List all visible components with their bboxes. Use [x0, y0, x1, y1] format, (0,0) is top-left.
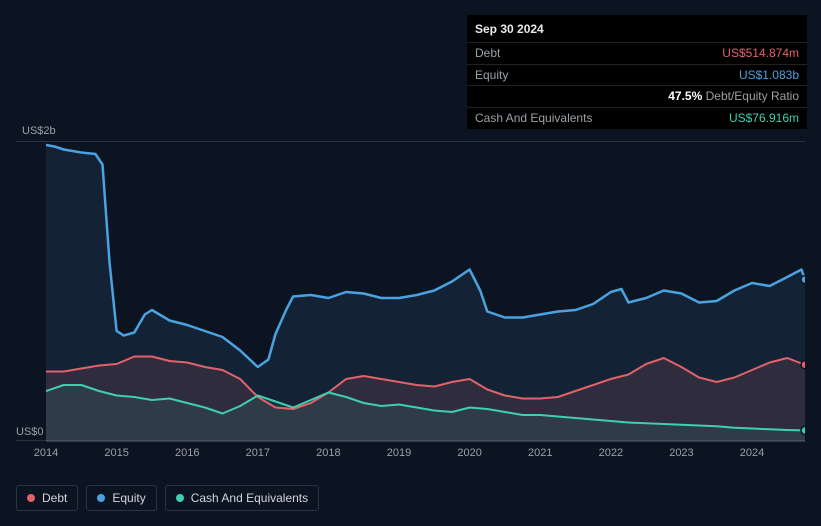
chart-svg [46, 142, 805, 442]
x-axis-tick: 2022 [599, 447, 623, 459]
tooltip-row: 47.5% Debt/Equity Ratio [467, 85, 807, 107]
legend-swatch-icon [97, 494, 105, 502]
tooltip-row-value: US$514.874m [722, 45, 799, 62]
tooltip-row-label: Equity [475, 67, 508, 84]
legend-swatch-icon [176, 494, 184, 502]
plot-inner [46, 142, 805, 440]
legend-swatch-icon [27, 494, 35, 502]
legend-label: Cash And Equivalents [191, 491, 308, 505]
debt-equity-chart: US$2b US$0 20142015201620172018201920202… [16, 125, 805, 467]
tooltip-row-value: US$1.083b [739, 67, 799, 84]
x-axis-tick: 2021 [528, 447, 552, 459]
tooltip-row: Cash And Equivalents US$76.916m [467, 107, 807, 129]
x-axis-tick: 2017 [246, 447, 270, 459]
x-axis: 2014 2015 2016 2017 2018 2019 2020 2021 2022 2023… [16, 447, 805, 467]
tooltip-row: Equity US$1.083b [467, 64, 807, 86]
legend-label: Equity [112, 491, 145, 505]
x-axis-tick: 2024 [740, 447, 764, 459]
legend-label: Debt [42, 491, 67, 505]
series-end-dot [801, 276, 805, 284]
tooltip-row: Debt US$514.874m [467, 42, 807, 64]
series-end-dot [801, 361, 805, 369]
legend-item[interactable]: Debt [16, 485, 78, 511]
x-axis-tick: 2016 [175, 447, 199, 459]
tooltip-row-value: 47.5% Debt/Equity Ratio [668, 88, 799, 105]
chart-legend: Debt Equity Cash And Equivalents [16, 485, 319, 511]
tooltip-row-value: US$76.916m [729, 110, 799, 127]
x-axis-tick: 2019 [387, 447, 411, 459]
tooltip-row-label: Cash And Equivalents [475, 110, 592, 127]
x-axis-tick: 2018 [316, 447, 340, 459]
series-end-dot [801, 426, 805, 434]
x-axis-tick: 2020 [457, 447, 481, 459]
legend-item[interactable]: Equity [86, 485, 156, 511]
x-axis-tick: 2015 [104, 447, 128, 459]
x-axis-tick: 2014 [34, 447, 58, 459]
tooltip-row-label: Debt [475, 45, 500, 62]
plot-area[interactable]: US$0 [16, 141, 805, 441]
tooltip-date: Sep 30 2024 [467, 15, 807, 42]
legend-item[interactable]: Cash And Equivalents [165, 485, 319, 511]
y-axis-bottom-label: US$0 [16, 426, 44, 438]
tooltip-rows: Debt US$514.874m Equity US$1.083b 47.5% Debt… [467, 42, 807, 129]
chart-tooltip: Sep 30 2024 Debt US$514.874m Equity US$1.08… [467, 15, 807, 129]
x-axis-tick: 2023 [669, 447, 693, 459]
